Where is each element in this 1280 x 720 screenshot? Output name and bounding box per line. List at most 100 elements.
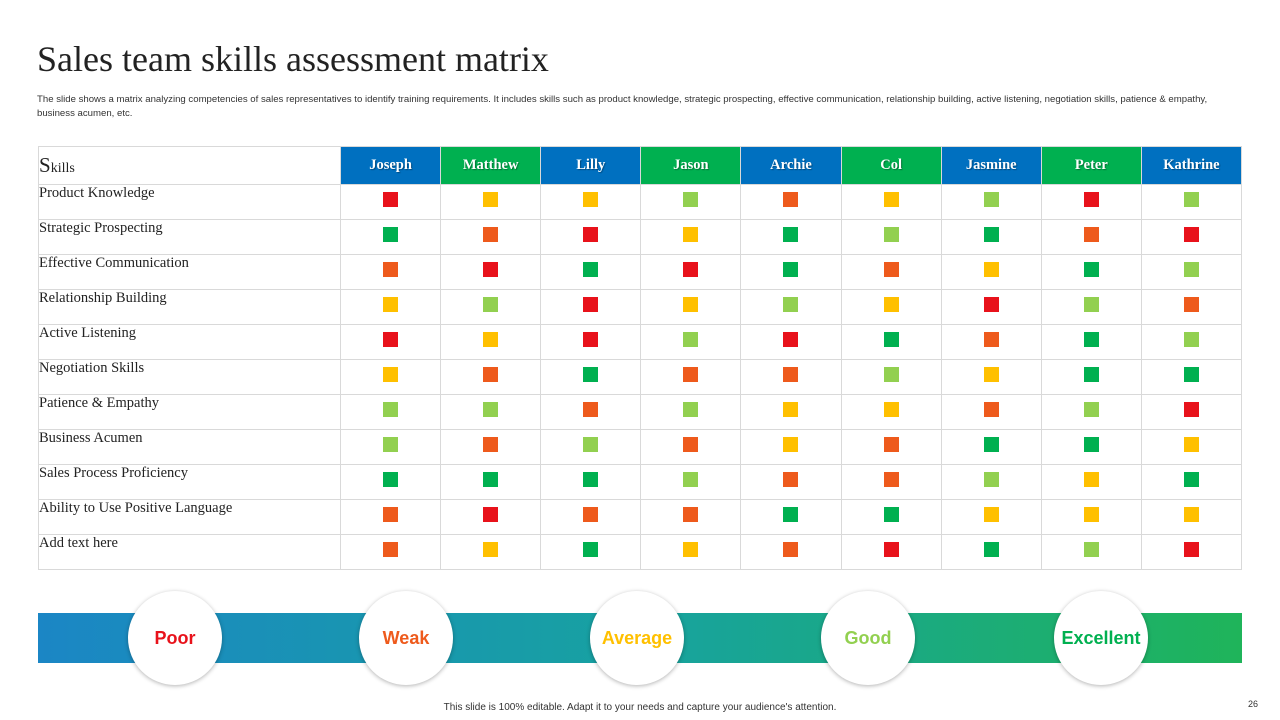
rating-square-excellent [883, 332, 899, 347]
rating-square-good [983, 192, 999, 207]
rating-cell [940, 219, 1042, 255]
rating-cell [840, 324, 942, 360]
rating-square-poor [1183, 402, 1199, 417]
rating-cell [540, 184, 642, 220]
rating-square-weak [583, 507, 599, 522]
rating-square-poor [583, 227, 599, 242]
skills-matrix-table: Skills Joseph Matthew Lilly Jason Archie Col J… [38, 146, 1243, 570]
rating-square-weak [483, 367, 499, 382]
rating-square-weak [983, 332, 999, 347]
rating-cell [540, 219, 642, 255]
rating-cell [440, 289, 542, 325]
rating-cell [1040, 289, 1142, 325]
rating-cell [740, 464, 842, 500]
rating-cell [440, 534, 542, 570]
rating-square-poor [583, 297, 599, 312]
rating-square-excellent [583, 367, 599, 382]
matrix-body: Product Knowledge Strategic Prospecting Ef… [38, 184, 1243, 570]
rating-square-poor [583, 332, 599, 347]
rating-cell [1140, 499, 1243, 535]
rating-cell [1140, 289, 1243, 325]
rating-cell [840, 184, 942, 220]
rating-square-average [1083, 472, 1099, 487]
rating-square-weak [883, 472, 899, 487]
rating-cell [740, 219, 842, 255]
rating-cell [440, 359, 542, 395]
skills-header-initial: S [39, 153, 51, 177]
rating-square-average [783, 437, 799, 452]
rating-square-weak [1083, 227, 1099, 242]
rating-square-poor [983, 297, 999, 312]
person-header-joseph: Joseph [339, 146, 442, 185]
rating-square-good [583, 437, 599, 452]
table-row: Effective Communication [38, 254, 1243, 290]
rating-cell [1140, 184, 1243, 220]
rating-square-weak [683, 367, 699, 382]
rating-cell [440, 394, 542, 430]
rating-cell [840, 394, 942, 430]
rating-square-average [683, 297, 699, 312]
rating-cell [740, 289, 842, 325]
rating-cell [1140, 534, 1243, 570]
rating-square-average [1183, 437, 1199, 452]
rating-square-weak [383, 262, 399, 277]
rating-cell [440, 219, 542, 255]
rating-square-poor [783, 332, 799, 347]
rating-cell [339, 394, 442, 430]
rating-square-good [483, 402, 499, 417]
rating-square-poor [1083, 192, 1099, 207]
header-row: Skills Joseph Matthew Lilly Jason Archie Col J… [38, 146, 1243, 185]
rating-cell [1040, 254, 1142, 290]
rating-square-weak [583, 402, 599, 417]
rating-cell [840, 464, 942, 500]
rating-square-weak [1183, 297, 1199, 312]
rating-cell [640, 394, 742, 430]
rating-square-excellent [1083, 332, 1099, 347]
table-row: Relationship Building [38, 289, 1243, 325]
table-row: Patience & Empathy [38, 394, 1243, 430]
rating-square-good [383, 402, 399, 417]
rating-square-average [483, 542, 499, 557]
rating-square-good [483, 297, 499, 312]
rating-cell [640, 184, 742, 220]
rating-square-average [1083, 507, 1099, 522]
rating-cell [940, 254, 1042, 290]
skill-label: Effective Communication [38, 254, 341, 290]
legend-circle-poor: Poor [128, 591, 222, 685]
person-header-archie: Archie [740, 146, 842, 185]
person-header-peter: Peter [1040, 146, 1142, 185]
person-header-kathrine: Kathrine [1140, 146, 1243, 185]
rating-square-good [983, 472, 999, 487]
skill-label: Ability to Use Positive Language [38, 499, 341, 535]
rating-cell [339, 359, 442, 395]
rating-square-good [1183, 332, 1199, 347]
rating-cell [1140, 324, 1243, 360]
rating-square-excellent [783, 507, 799, 522]
rating-cell [440, 184, 542, 220]
rating-square-poor [383, 192, 399, 207]
rating-cell [940, 534, 1042, 570]
skill-label: Strategic Prospecting [38, 219, 341, 255]
rating-square-poor [1183, 227, 1199, 242]
rating-square-average [783, 402, 799, 417]
rating-square-average [983, 367, 999, 382]
rating-square-average [1183, 507, 1199, 522]
rating-cell [540, 289, 642, 325]
skills-column-header: Skills [38, 146, 341, 185]
rating-cell [740, 429, 842, 465]
rating-cell [540, 324, 642, 360]
skill-label: Patience & Empathy [38, 394, 341, 430]
slide-description: The slide shows a matrix analyzing compe… [37, 94, 1208, 119]
rating-cell [840, 254, 942, 290]
legend-circle-excellent: Excellent [1054, 591, 1148, 685]
rating-cell [339, 289, 442, 325]
rating-cell [339, 534, 442, 570]
rating-square-poor [383, 332, 399, 347]
skill-label: Add text here [38, 534, 341, 570]
rating-cell [740, 359, 842, 395]
rating-square-weak [983, 402, 999, 417]
rating-cell [540, 254, 642, 290]
skill-label: Sales Process Proficiency [38, 464, 341, 500]
rating-cell [740, 324, 842, 360]
rating-square-excellent [883, 507, 899, 522]
